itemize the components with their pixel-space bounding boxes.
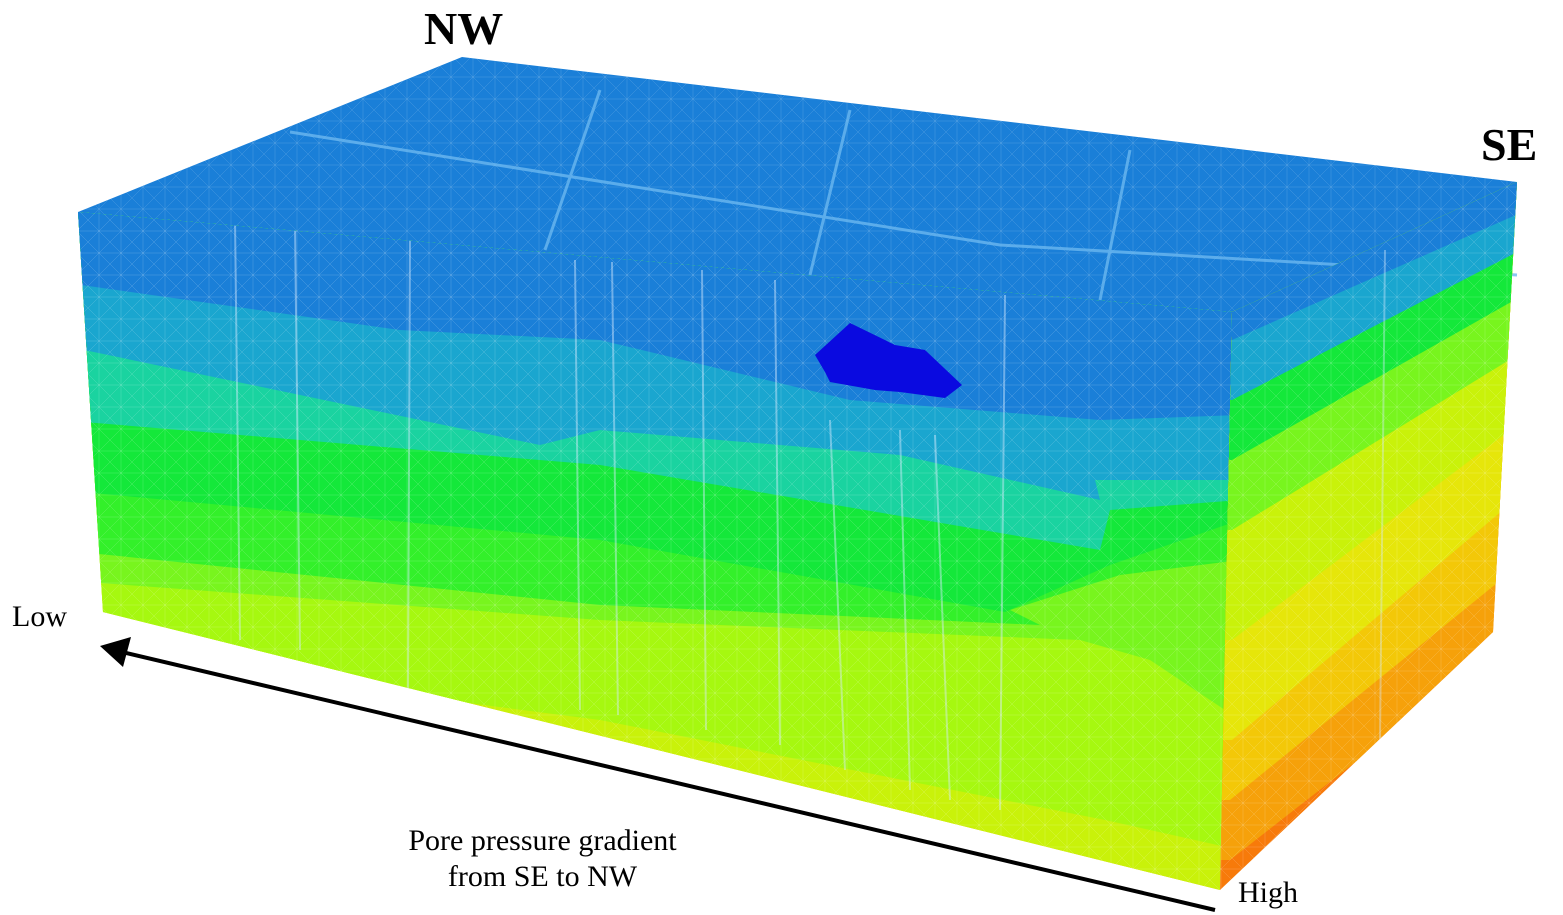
caption-line-2: from SE to NW [447,860,638,893]
anomaly-patch [815,323,962,398]
se-label: SE [1481,119,1538,170]
high-label: High [1238,876,1298,909]
nw-label: NW [424,3,504,54]
gradient-arrow [100,637,1216,912]
caption-line-1: Pore pressure gradient [408,824,677,857]
low-label: Low [12,600,67,633]
gradient-caption: Pore pressure gradient from SE to NW [370,823,715,895]
